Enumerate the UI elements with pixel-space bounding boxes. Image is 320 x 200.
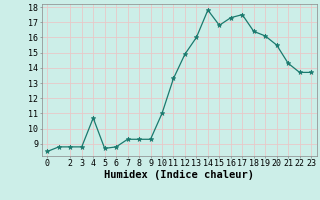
X-axis label: Humidex (Indice chaleur): Humidex (Indice chaleur) — [104, 170, 254, 180]
